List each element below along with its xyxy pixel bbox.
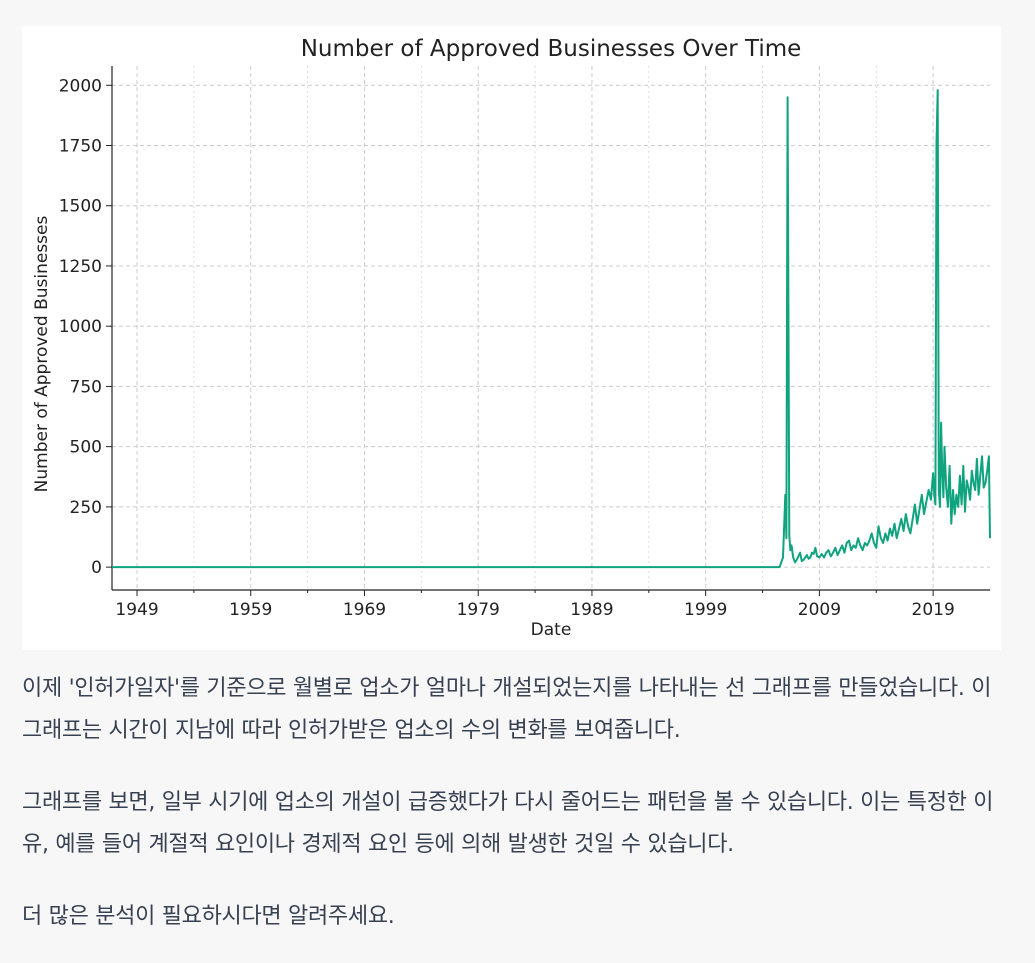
y-tick-label: 1000 <box>59 317 102 337</box>
approved-businesses-line-chart: 0 250 500 750 1000 1250 1500 1750 2000 1949 1959 19… <box>32 36 991 640</box>
x-tick-label: 1999 <box>684 600 727 620</box>
message-paragraph-1: 이제 '인허가일자'를 기준으로 월별로 업소가 얼마나 개설되었는지를 나타내… <box>22 676 992 743</box>
y-tick-label: 0 <box>91 558 102 578</box>
x-tick-label: 1969 <box>343 600 386 620</box>
y-tick-label: 2000 <box>59 76 102 96</box>
y-tick-label: 1250 <box>59 257 102 277</box>
grid-lines <box>112 66 990 590</box>
y-tick-label: 250 <box>70 498 102 518</box>
assistant-message: 이제 '인허가일자'를 기준으로 월별로 업소가 얼마나 개설되었는지를 나타내… <box>22 668 1012 938</box>
axis-ticks: 0 250 500 750 1000 1250 1500 1750 2000 1949 1959 19… <box>59 76 955 620</box>
x-tick-label: 1979 <box>457 600 500 620</box>
x-tick-label: 2009 <box>798 600 841 620</box>
series-lines <box>112 89 991 569</box>
y-tick-label: 750 <box>70 377 102 397</box>
chart-title: Number of Approved Businesses Over Time <box>301 36 802 62</box>
series-line <box>112 89 991 569</box>
x-tick-label: 1989 <box>570 600 613 620</box>
message-paragraph-2: 그래프를 보면, 일부 시기에 업소의 개설이 급증했다가 다시 줄어드는 패턴… <box>22 790 994 857</box>
y-axis-label: Number of Approved Businesses <box>32 216 52 493</box>
axes <box>111 66 990 591</box>
chart-card: 0 250 500 750 1000 1250 1500 1750 2000 1949 1959 19… <box>22 26 1001 650</box>
y-tick-label: 1750 <box>59 137 102 157</box>
message-paragraph-3: 더 많은 분석이 필요하시다면 알려주세요. <box>22 904 395 929</box>
x-tick-label: 1949 <box>115 600 158 620</box>
x-axis-label: Date <box>531 620 572 640</box>
y-tick-label: 1500 <box>59 197 102 217</box>
x-tick-label: 2019 <box>912 600 955 620</box>
x-tick-label: 1959 <box>229 600 272 620</box>
y-tick-label: 500 <box>70 438 102 458</box>
